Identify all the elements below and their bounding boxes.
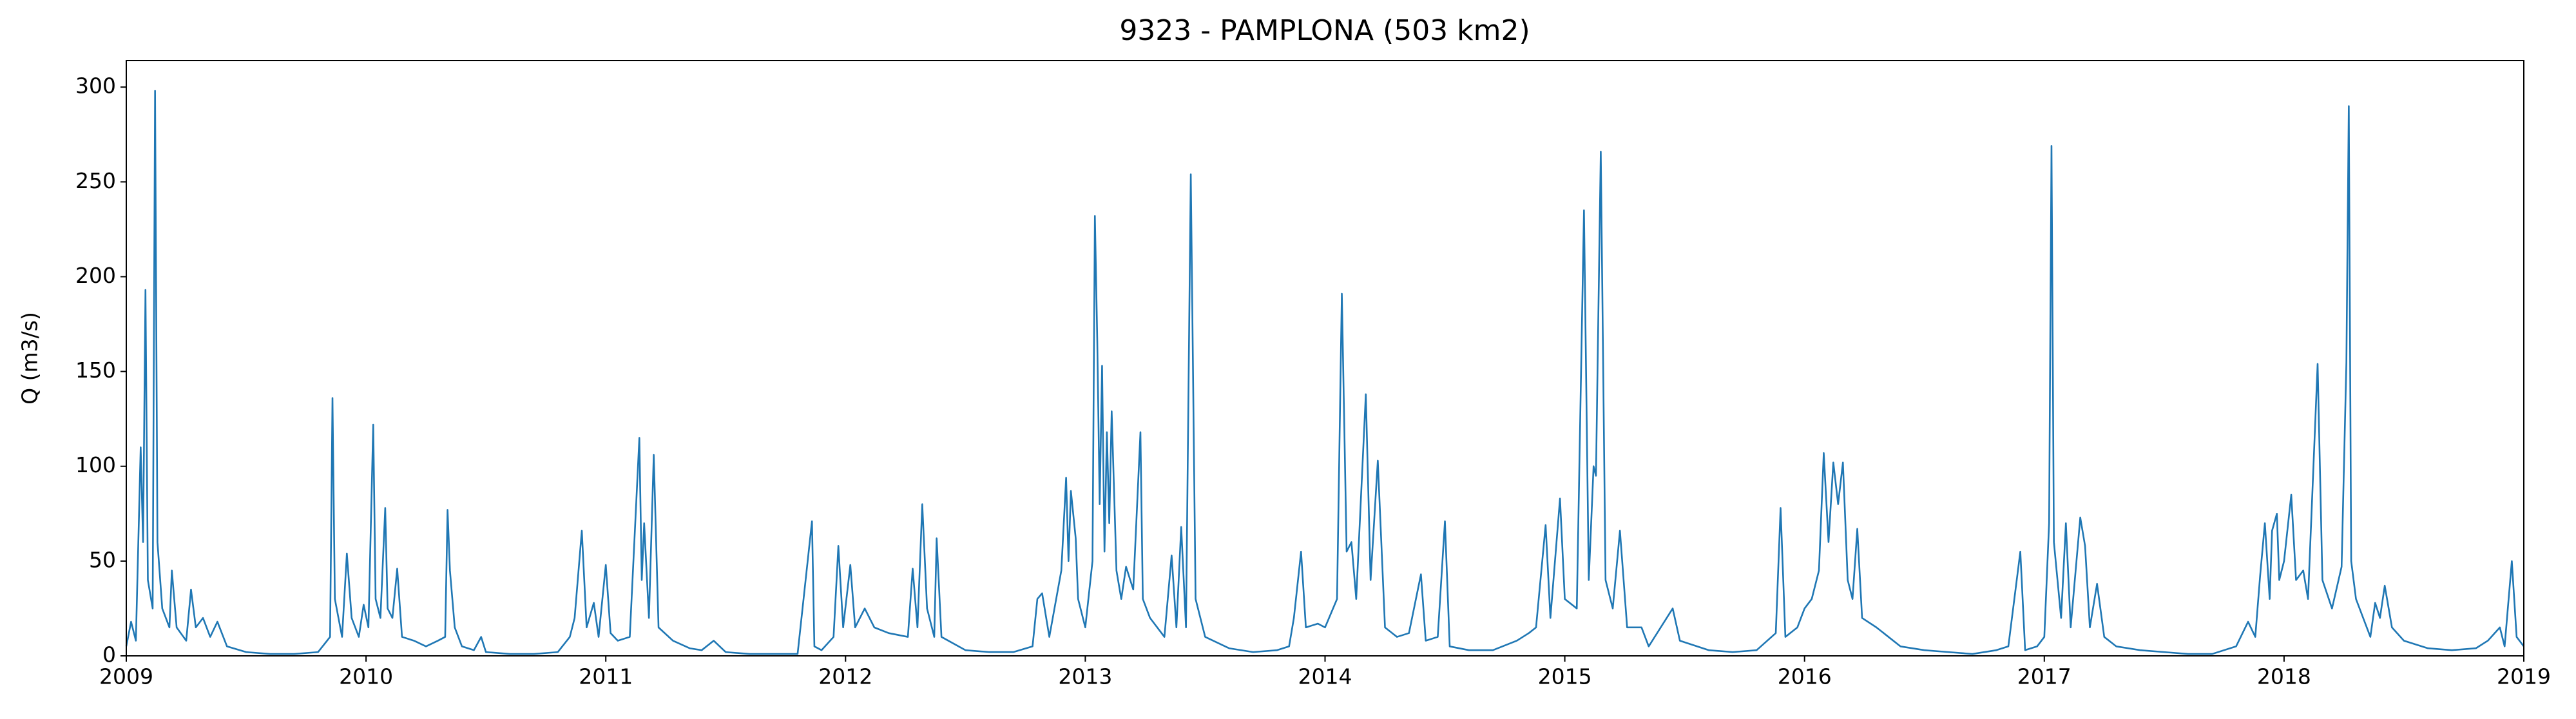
y-tick-label: 100 [75,452,116,477]
y-tick-label: 50 [89,547,116,572]
x-tick-label: 2014 [1298,664,1352,689]
x-tick-label: 2011 [579,664,633,689]
plot-frame [126,60,2524,657]
x-tick-label: 2012 [818,664,872,689]
x-tick-label: 2017 [2017,664,2071,689]
flow-line [125,90,2525,655]
x-tick-label: 2018 [2257,664,2311,689]
y-tick-label: 200 [75,263,116,288]
x-tick-label: 2015 [1538,664,1592,689]
x-tick-label: 2016 [1778,664,1832,689]
x-tick-label: 2019 [2497,664,2551,689]
y-tick-label: 300 [75,73,116,99]
y-tick-label: 250 [75,168,116,193]
x-tick-label: 2010 [339,664,393,689]
x-tick-label: 2013 [1058,664,1112,689]
x-tick-label: 2009 [99,664,153,689]
y-tick-label: 0 [102,642,116,667]
chart-title: 9323 - PAMPLONA (503 km2) [1119,14,1530,47]
y-axis-label: Q (m3/s) [17,312,43,405]
y-tick-label: 150 [75,358,116,383]
